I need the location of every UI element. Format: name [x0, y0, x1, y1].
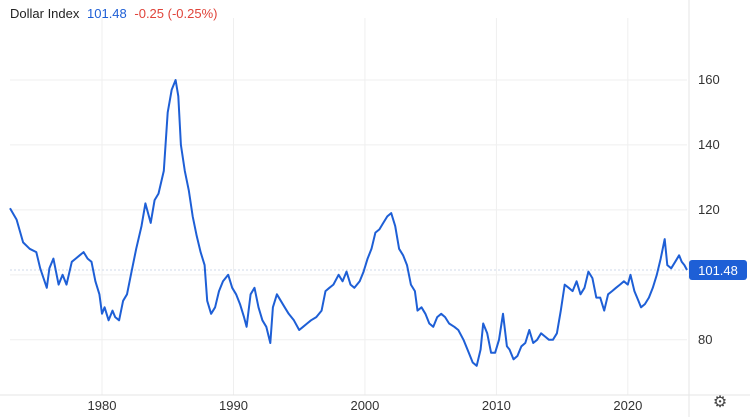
- y-tick-label: 140: [698, 137, 720, 152]
- legend-change: -0.25 (-0.25%): [134, 6, 218, 21]
- y-tick-label: 80: [698, 332, 712, 347]
- x-tick-label: 2010: [482, 398, 511, 413]
- y-tick-label: 160: [698, 72, 720, 87]
- x-tick-label: 2020: [613, 398, 642, 413]
- gear-icon[interactable]: ⚙: [712, 394, 728, 411]
- x-tick-label: 1990: [219, 398, 248, 413]
- last-value-badge: [689, 260, 747, 281]
- legend-last-value: 101.48: [87, 6, 127, 21]
- x-tick-label: 2000: [350, 398, 379, 413]
- x-tick-label: 1980: [88, 398, 117, 413]
- last-value-badge-label: 101.48: [698, 263, 738, 278]
- y-tick-label: 120: [698, 202, 720, 217]
- legend-title: Dollar Index: [10, 6, 80, 21]
- series-line-dollar-index: [9, 79, 688, 367]
- chart-legend: Dollar Index 101.48 -0.25 (-0.25%): [10, 6, 221, 21]
